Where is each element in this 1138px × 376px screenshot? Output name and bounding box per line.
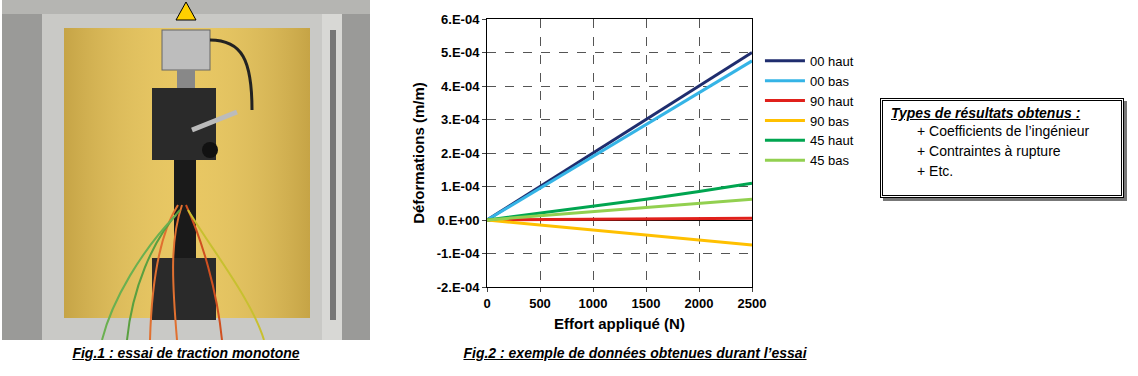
html-text:Fig.2 : exemple de données obt: Fig.2 : exemple de données obtenues dura… — [463, 345, 807, 361]
html-text:+ Contraintes à rupture: + Contraintes à rupture — [917, 143, 1061, 159]
svg-text:-2.E-04: -2.E-04 — [437, 280, 480, 295]
svg-text:0.E+00: 0.E+00 — [438, 213, 480, 228]
svg-text:2.E-04: 2.E-04 — [441, 146, 480, 161]
svg-text:2500: 2500 — [738, 296, 767, 311]
svg-text:45 haut: 45 haut — [810, 133, 854, 148]
svg-text:-1.E-04: -1.E-04 — [437, 246, 480, 261]
svg-text:Déformations (m/m): Déformations (m/m) — [410, 82, 427, 224]
html-text:Types de résultats obtenus :: Types de résultats obtenus : — [891, 105, 1081, 121]
svg-text:1.E-04: 1.E-04 — [441, 179, 480, 194]
html-text:+ Etc.: + Etc. — [917, 163, 954, 179]
svg-text:Effort appliqué (N): Effort appliqué (N) — [554, 315, 685, 332]
svg-text:4.E-04: 4.E-04 — [441, 79, 480, 94]
svg-text:90 haut: 90 haut — [810, 94, 854, 109]
svg-text:2000: 2000 — [685, 296, 714, 311]
svg-text:00 bas: 00 bas — [810, 74, 850, 89]
svg-text:1500: 1500 — [632, 296, 661, 311]
svg-text:5.E-04: 5.E-04 — [441, 45, 480, 60]
html-text:+ Coefficients de l’ingénieur: + Coefficients de l’ingénieur — [917, 123, 1090, 139]
svg-text:00 haut: 00 haut — [810, 54, 854, 69]
svg-text:45 bas: 45 bas — [810, 153, 850, 168]
svg-text:90 bas: 90 bas — [810, 114, 850, 129]
svg-text:1000: 1000 — [579, 296, 608, 311]
svg-text:0: 0 — [483, 296, 490, 311]
svg-text:3.E-04: 3.E-04 — [441, 112, 480, 127]
html-text:Fig.1 : essai de traction mono: Fig.1 : essai de traction monotone — [72, 345, 300, 361]
svg-text:6.E-04: 6.E-04 — [441, 12, 480, 27]
svg-text:500: 500 — [529, 296, 551, 311]
